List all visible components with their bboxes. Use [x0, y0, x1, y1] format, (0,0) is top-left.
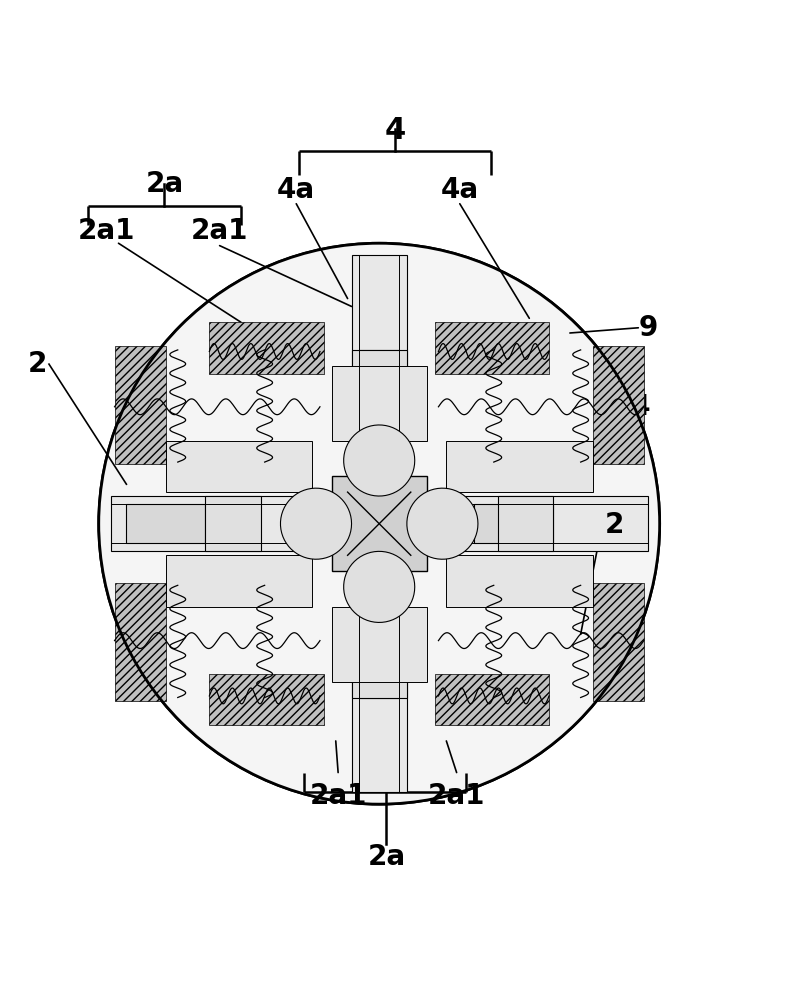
Bar [435, 322, 549, 374]
Bar [209, 674, 324, 725]
Bar [359, 618, 399, 698]
Polygon shape [407, 488, 478, 559]
Text: 4a: 4a [441, 176, 479, 204]
Bar [111, 496, 648, 551]
Bar [359, 350, 399, 429]
Bar [352, 255, 407, 792]
Circle shape [99, 243, 660, 804]
Bar [166, 441, 312, 492]
Text: 2a: 2a [368, 843, 406, 871]
Polygon shape [344, 425, 415, 496]
Text: 2a1: 2a1 [428, 782, 485, 810]
Bar [592, 346, 644, 464]
Polygon shape [280, 488, 352, 559]
Bar [332, 476, 427, 571]
Bar [209, 322, 324, 374]
Text: 2a1: 2a1 [78, 217, 135, 245]
Bar [446, 441, 592, 492]
Polygon shape [344, 551, 415, 622]
Text: 9: 9 [638, 314, 657, 342]
Bar [352, 642, 407, 698]
Bar [498, 496, 553, 551]
Bar [592, 583, 644, 701]
Bar [115, 583, 166, 701]
Bar [352, 350, 407, 405]
Text: 2a: 2a [145, 170, 183, 198]
Text: 4a: 4a [277, 176, 315, 204]
Text: 2: 2 [28, 350, 47, 378]
Text: 4: 4 [385, 116, 405, 145]
Bar [435, 674, 549, 725]
Bar [115, 346, 166, 464]
Text: 2: 2 [605, 511, 624, 539]
Bar [332, 607, 427, 682]
Bar [474, 504, 553, 543]
Text: 2a1: 2a1 [310, 782, 367, 810]
Bar [446, 555, 592, 607]
Text: 14: 14 [613, 393, 651, 421]
Bar [205, 496, 261, 551]
Bar [126, 504, 205, 543]
Text: 2a1: 2a1 [191, 217, 248, 245]
Circle shape [99, 243, 660, 804]
Bar [166, 555, 312, 607]
Bar [332, 366, 427, 441]
